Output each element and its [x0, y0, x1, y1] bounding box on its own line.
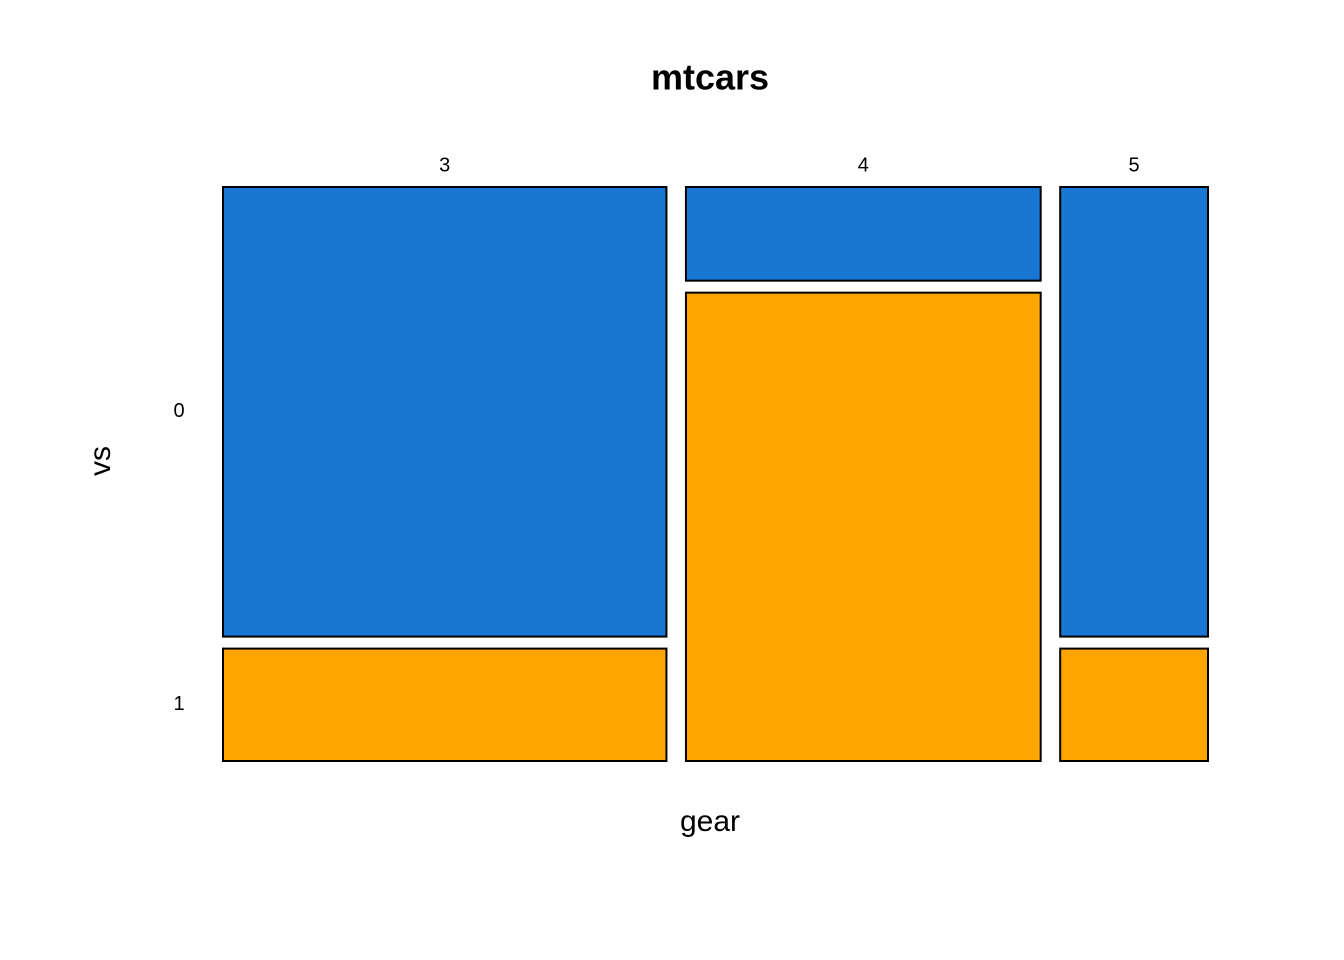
x-axis-label: gear [680, 805, 740, 838]
mosaic-tile [684, 291, 1042, 762]
row-label: 1 [173, 693, 184, 715]
chart-title: mtcars [651, 57, 769, 98]
y-axis-label: vs [84, 446, 117, 476]
mosaic-tile [1059, 186, 1209, 638]
mosaic-tile [222, 186, 668, 638]
mosaic-tile [684, 186, 1042, 282]
mosaic-tile [1059, 647, 1209, 762]
column-label: 4 [858, 154, 869, 176]
mosaic-tile [222, 647, 668, 762]
column-label: 3 [439, 154, 450, 176]
row-label: 0 [173, 400, 184, 422]
column-label: 5 [1129, 154, 1140, 176]
